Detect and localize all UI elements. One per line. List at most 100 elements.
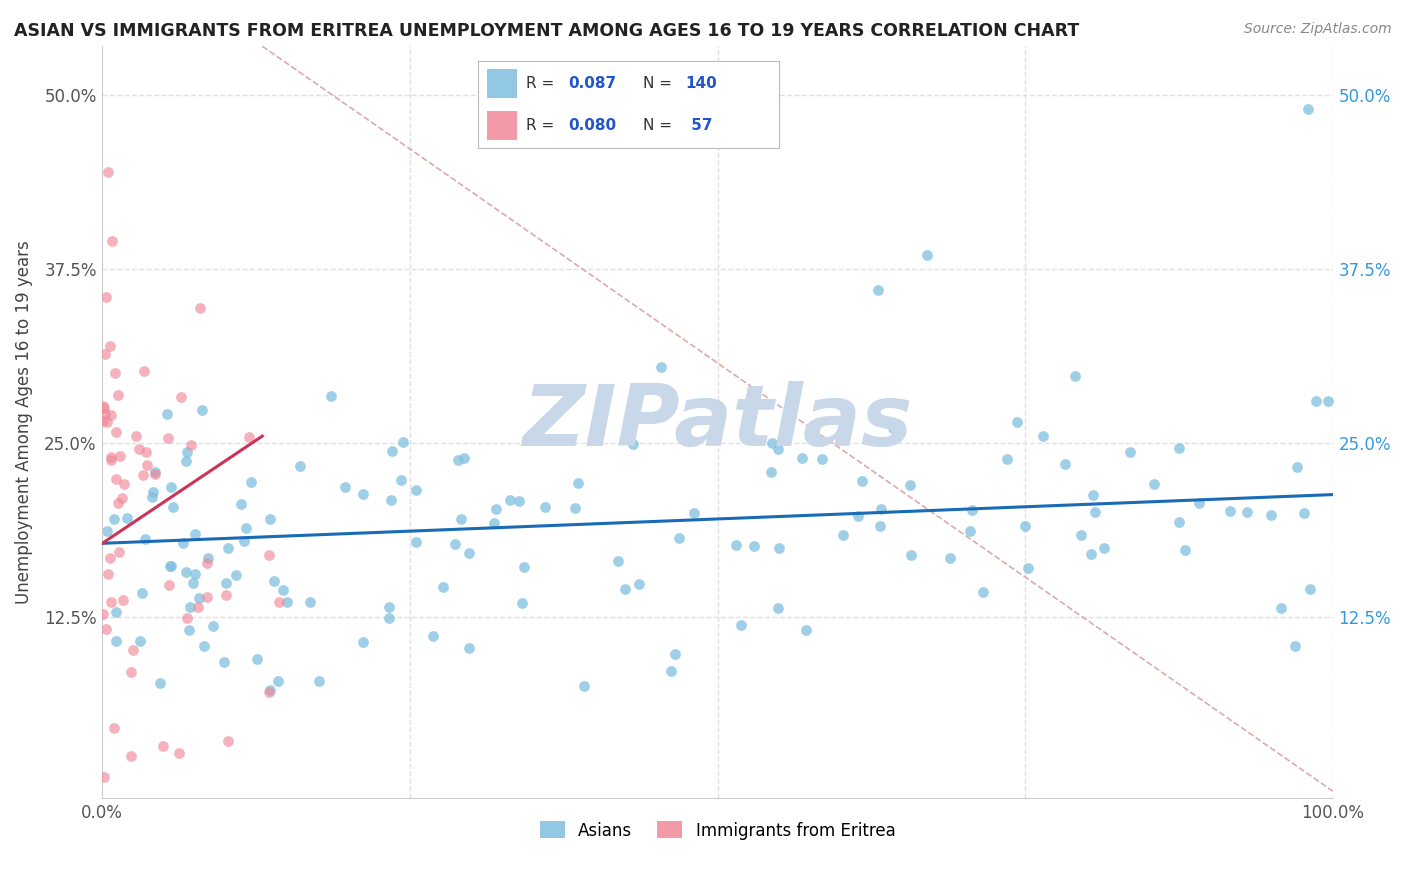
Point (93, 401, 115, 415)
Point (187, 591, 209, 606)
Point (1119, 444, 1142, 458)
Point (259, 512, 281, 526)
Point (267, 595, 290, 609)
Point (846, 508, 869, 523)
Point (1294, 506, 1316, 520)
Point (513, 560, 536, 574)
Point (129, 634, 152, 648)
Point (122, 643, 145, 657)
Point (1084, 505, 1107, 519)
Point (995, 452, 1018, 467)
Point (94, 407, 117, 421)
Point (671, 430, 693, 444)
Point (960, 503, 983, 517)
Point (405, 483, 427, 498)
Point (572, 679, 595, 693)
Point (567, 476, 589, 491)
Point (143, 467, 166, 481)
Point (627, 576, 650, 591)
Point (179, 600, 201, 615)
Point (898, 478, 921, 492)
Point (174, 453, 197, 467)
Point (94, 347, 117, 361)
Point (1063, 368, 1085, 383)
Point (141, 490, 163, 504)
Point (1168, 516, 1191, 530)
Point (229, 497, 252, 511)
Point (98, 338, 121, 352)
Point (333, 480, 356, 494)
Point (170, 390, 193, 404)
Point (259, 683, 281, 698)
Point (308, 673, 330, 688)
Point (181, 576, 204, 591)
Point (101, 234, 124, 248)
Point (766, 442, 789, 456)
Point (458, 546, 481, 560)
Point (190, 402, 212, 417)
Point (172, 535, 194, 549)
Point (159, 578, 181, 592)
Point (107, 388, 129, 402)
Point (135, 458, 157, 472)
Point (761, 465, 783, 479)
Point (792, 450, 814, 465)
Point (499, 492, 522, 507)
Point (1007, 415, 1029, 429)
Point (135, 445, 157, 459)
Point (212, 655, 235, 669)
Point (869, 519, 891, 533)
Point (392, 435, 415, 450)
Point (149, 675, 172, 690)
Point (621, 436, 644, 450)
Point (352, 635, 374, 649)
Point (422, 629, 444, 643)
Point (177, 623, 200, 637)
Point (239, 475, 262, 489)
Point (794, 623, 817, 637)
Point (1092, 541, 1115, 555)
Text: ZIPatlas: ZIPatlas (523, 381, 912, 464)
Point (1296, 102, 1319, 116)
Point (453, 451, 475, 466)
Point (831, 528, 853, 542)
Point (112, 476, 135, 491)
Point (159, 480, 181, 494)
Point (447, 453, 470, 467)
Point (202, 618, 225, 632)
Point (851, 474, 873, 488)
Point (682, 506, 704, 520)
Point (103, 721, 125, 735)
Point (131, 586, 153, 600)
Point (105, 634, 128, 648)
Point (124, 428, 146, 442)
Point (564, 500, 586, 515)
Point (664, 647, 686, 661)
Point (915, 248, 938, 262)
Point (761, 436, 783, 450)
Point (174, 565, 197, 579)
Point (128, 442, 150, 457)
Point (650, 360, 672, 375)
Point (107, 545, 129, 559)
Point (1080, 547, 1102, 561)
Point (184, 566, 207, 581)
Point (96, 415, 118, 429)
Point (167, 746, 190, 760)
Point (104, 425, 127, 440)
Point (1299, 582, 1322, 597)
Point (108, 449, 131, 463)
Point (959, 524, 981, 538)
Point (215, 576, 238, 591)
Point (215, 588, 238, 602)
Point (432, 580, 454, 594)
Point (900, 548, 922, 562)
Point (768, 541, 790, 556)
Point (100, 453, 122, 467)
Point (381, 443, 404, 458)
Point (134, 532, 156, 546)
Point (1014, 519, 1036, 533)
Point (321, 389, 343, 403)
Point (972, 585, 994, 599)
Point (97, 566, 120, 581)
